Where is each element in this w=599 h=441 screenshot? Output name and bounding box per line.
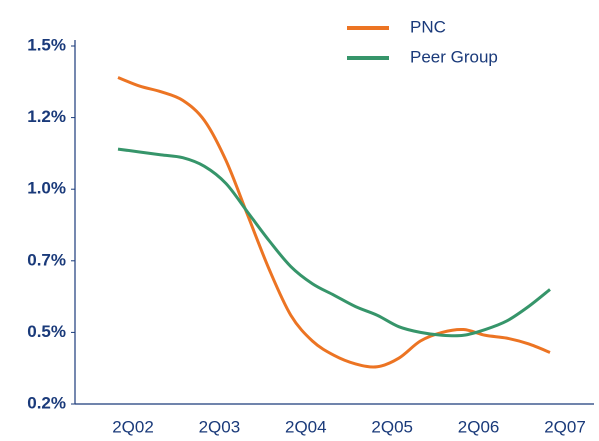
x-tick-label: 2Q05: [371, 417, 413, 436]
y-tick-label: 1.5%: [27, 35, 66, 54]
x-tick-label: 2Q03: [199, 417, 241, 436]
y-tick-label: 0.2%: [27, 393, 66, 412]
x-tick-label: 2Q04: [285, 417, 327, 436]
y-tick-label: 0.7%: [27, 250, 66, 269]
legend-label: Peer Group: [410, 47, 498, 66]
series-line: [117, 76, 551, 369]
legend-label: PNC: [410, 17, 446, 36]
y-tick-label: 1.0%: [27, 179, 66, 198]
y-tick-label: 1.2%: [27, 107, 66, 126]
x-tick-label: 2Q06: [458, 417, 500, 436]
series-line: [117, 147, 551, 338]
x-tick-label: 2Q02: [112, 417, 154, 436]
y-tick-label: 0.5%: [27, 322, 66, 341]
x-tick-label: 2Q07: [544, 417, 586, 436]
